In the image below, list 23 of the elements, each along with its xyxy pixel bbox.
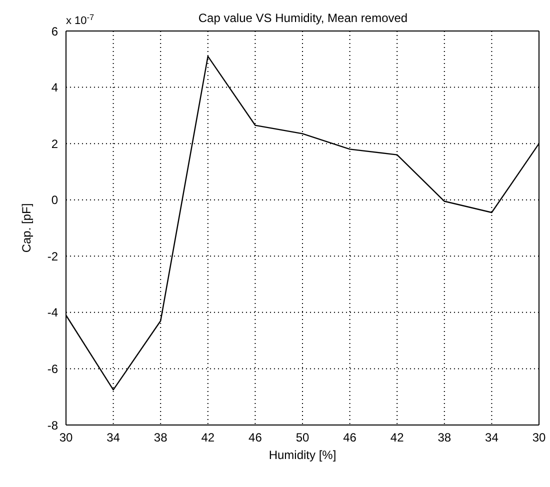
x-tick-label: 34	[106, 430, 120, 445]
y-tick-label: -2	[47, 249, 58, 264]
y-tick-label: -8	[47, 418, 58, 432]
y-tick-label: 6	[51, 24, 58, 38]
y-tick-label: -6	[47, 362, 58, 376]
y-tick-label: 2	[51, 136, 58, 151]
x-tick-label: 38	[154, 430, 168, 445]
x-tick-label: 42	[390, 430, 404, 445]
y-tick-label: 4	[51, 80, 58, 95]
x-tick-label: 38	[438, 430, 452, 445]
x-tick-label: 30	[59, 430, 73, 445]
y-axis-title: Cap. [pF]	[19, 203, 34, 253]
x-tick-label: 46	[343, 430, 357, 445]
x-tick-label: 46	[248, 430, 262, 445]
x-tick-label: 30	[532, 430, 546, 445]
x-axis-title: Humidity [%]	[268, 448, 336, 462]
chart-title: Cap value VS Humidity, Mean removed	[198, 11, 408, 25]
text: x 10$^{-7}$	[66, 12, 95, 27]
x-tick-label: 34	[485, 430, 499, 445]
y-tick-label: 0	[51, 193, 58, 208]
x-tick-label: 42	[201, 430, 215, 445]
x-tick-label: 50	[296, 430, 310, 445]
y-tick-label: -4	[47, 306, 58, 320]
